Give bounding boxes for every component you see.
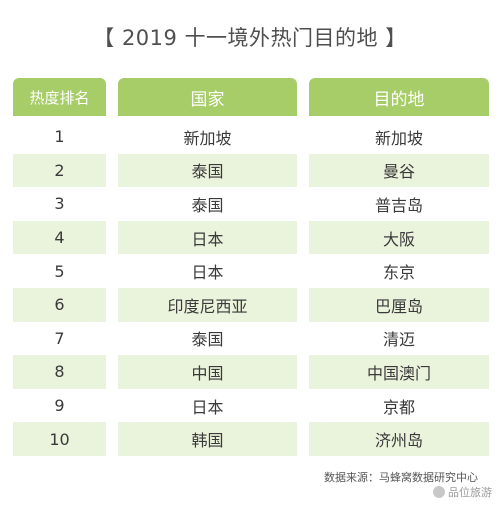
destination-cell: 大阪 — [309, 220, 489, 255]
watermark: 品位旅游 — [433, 484, 492, 500]
rank-cell: 1 — [13, 120, 106, 154]
destinations-table: 热度排名 国家 目的地 1 新加坡 新加坡 2 泰国 曼谷 3 泰国 普吉岛 4… — [13, 78, 489, 456]
destination-cell: 新加坡 — [309, 120, 489, 154]
rank-cell: 6 — [13, 287, 106, 322]
country-cell: 新加坡 — [118, 120, 297, 154]
destination-cell: 中国澳门 — [309, 355, 489, 389]
table-row: 5 日本 东京 — [13, 254, 489, 288]
destination-cell: 普吉岛 — [309, 187, 489, 221]
rank-cell: 3 — [13, 187, 106, 221]
country-cell: 泰国 — [118, 321, 297, 356]
destination-cell: 清迈 — [309, 321, 489, 356]
destination-cell: 济州岛 — [309, 422, 489, 456]
country-cell: 印度尼西亚 — [118, 287, 297, 322]
country-cell: 泰国 — [118, 187, 297, 221]
country-cell: 中国 — [118, 355, 297, 389]
rank-cell: 10 — [13, 422, 106, 456]
table-row: 6 印度尼西亚 巴厘岛 — [13, 287, 489, 322]
destination-cell: 东京 — [309, 254, 489, 288]
page-title: 【 2019 十一境外热门目的地 】 — [93, 26, 407, 50]
header-rank: 热度排名 — [13, 78, 106, 116]
watermark-text: 品位旅游 — [448, 486, 492, 499]
table-row: 9 日本 京都 — [13, 388, 489, 423]
header-destination: 目的地 — [309, 78, 489, 116]
watermark-logo-icon — [433, 486, 445, 498]
country-cell: 日本 — [118, 220, 297, 255]
table-header: 热度排名 国家 目的地 — [13, 78, 489, 116]
table-row: 8 中国 中国澳门 — [13, 355, 489, 389]
destination-cell: 曼谷 — [309, 153, 489, 188]
table-row: 7 泰国 清迈 — [13, 321, 489, 356]
rank-cell: 4 — [13, 220, 106, 255]
destination-cell: 京都 — [309, 388, 489, 423]
table-row: 2 泰国 曼谷 — [13, 153, 489, 188]
destination-cell: 巴厘岛 — [309, 287, 489, 322]
table-row: 10 韩国 济州岛 — [13, 422, 489, 456]
rank-cell: 5 — [13, 254, 106, 288]
rank-cell: 2 — [13, 153, 106, 188]
data-source-note: 数据来源：马蜂窝数据研究中心 — [324, 471, 478, 484]
rank-cell: 7 — [13, 321, 106, 356]
header-country: 国家 — [118, 78, 297, 116]
table-row: 1 新加坡 新加坡 — [13, 120, 489, 154]
rank-cell: 9 — [13, 388, 106, 423]
country-cell: 日本 — [118, 388, 297, 423]
country-cell: 泰国 — [118, 153, 297, 188]
country-cell: 韩国 — [118, 422, 297, 456]
country-cell: 日本 — [118, 254, 297, 288]
table-row: 3 泰国 普吉岛 — [13, 187, 489, 221]
table-row: 4 日本 大阪 — [13, 220, 489, 255]
rank-cell: 8 — [13, 355, 106, 389]
